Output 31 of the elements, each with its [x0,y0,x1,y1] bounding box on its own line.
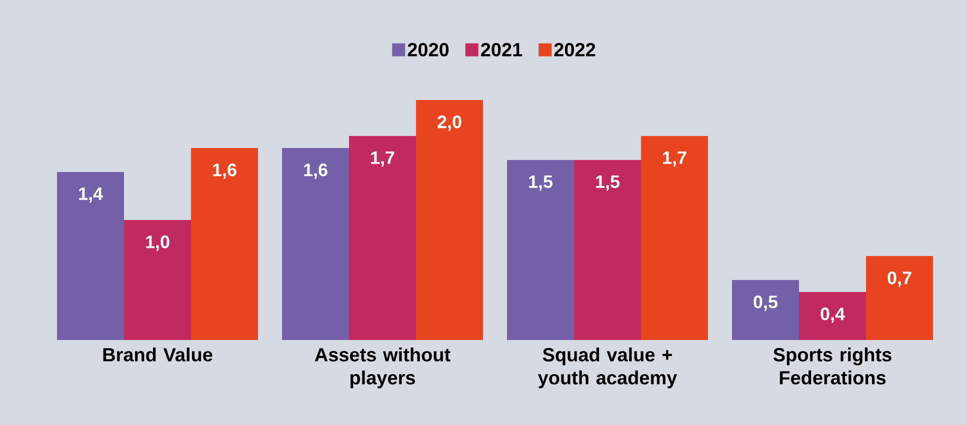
bar [282,148,350,340]
data-label: 1,4 [79,188,103,203]
bar [574,160,642,340]
bar [416,100,484,340]
legend-label: 2021 [481,42,522,56]
x-tick-label: Sports rights Federations [773,348,892,384]
bar [191,148,258,340]
data-label: 1,6 [213,164,236,179]
bar [57,172,124,340]
data-label: 1,0 [146,236,170,251]
data-label: 1,5 [596,176,620,191]
bar [507,160,574,340]
data-label: 0,4 [820,308,845,323]
bar [124,220,192,340]
bar [349,136,416,340]
x-tick-label: Assets without players [314,348,450,388]
bar [732,280,800,340]
data-label: 1,5 [529,176,553,191]
legend-label: 2020 [408,42,449,56]
bar [866,256,934,340]
data-label: 1,7 [663,152,686,167]
bar [799,292,866,340]
data-label: 1,7 [371,152,394,167]
data-label: 1,6 [304,164,328,179]
data-label: 0,5 [754,296,778,311]
bar [641,136,708,340]
x-tick-label: Squad value + youth academy [538,348,678,388]
data-label: 2,0 [438,116,462,131]
x-tick-label: Brand Value [103,348,212,362]
legend-label: 2022 [554,42,596,56]
data-label: 0,7 [888,272,912,287]
